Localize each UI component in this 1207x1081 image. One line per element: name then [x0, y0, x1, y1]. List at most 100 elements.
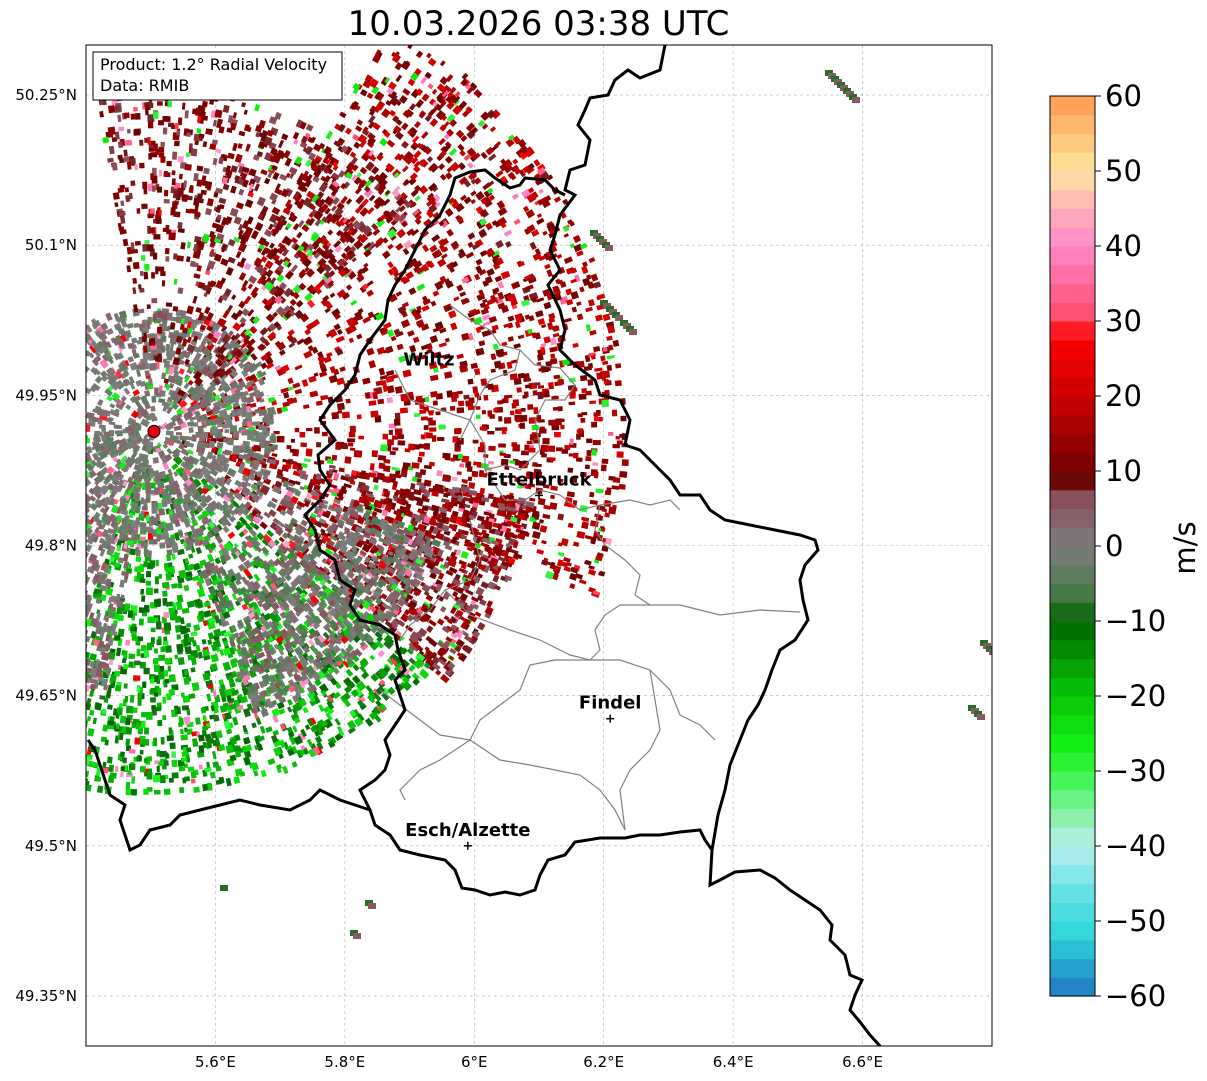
velocity-echo-cell — [458, 401, 465, 407]
velocity-echo-cell — [427, 156, 433, 162]
velocity-echo-cell — [84, 685, 90, 692]
velocity-echo-cell — [440, 60, 446, 66]
velocity-echo-cell — [43, 602, 52, 611]
velocity-echo-cell — [570, 279, 577, 284]
velocity-echo-cell — [232, 717, 238, 726]
velocity-echo-cell — [550, 353, 555, 358]
velocity-echo-cell — [147, 617, 154, 623]
velocity-echo-cell — [541, 324, 546, 328]
velocity-echo-cell — [178, 657, 185, 665]
velocity-echo-cell — [174, 655, 178, 660]
velocity-echo-cell — [602, 459, 609, 464]
velocity-echo-cell — [194, 599, 202, 608]
velocity-echo-cell — [126, 739, 130, 746]
velocity-echo-cell — [50, 744, 56, 752]
velocity-echo-cell — [539, 519, 544, 523]
velocity-echo-cell — [158, 655, 165, 661]
velocity-echo-cell — [40, 737, 47, 743]
velocity-echo-cell — [350, 480, 356, 485]
velocity-echo-cell — [157, 639, 162, 645]
velocity-echo-cell — [134, 738, 140, 745]
velocity-echo-cell — [140, 589, 144, 595]
velocity-echo-cell — [277, 436, 285, 443]
velocity-echo-cell — [459, 291, 466, 297]
velocity-echo-cell — [573, 235, 581, 243]
velocity-echo-cell — [567, 491, 575, 497]
velocity-echo-cell — [454, 443, 460, 448]
velocity-echo-cell — [416, 51, 423, 59]
velocity-echo-cell — [147, 772, 153, 779]
velocity-echo-cell — [453, 437, 457, 443]
velocity-echo-cell — [81, 679, 86, 684]
velocity-echo-cell — [387, 687, 395, 695]
velocity-echo-cell — [48, 760, 53, 767]
velocity-echo-cell — [304, 458, 311, 462]
velocity-echo-cell — [486, 268, 495, 276]
velocity-echo-cell — [72, 500, 80, 508]
velocity-echo-cell — [167, 735, 174, 741]
velocity-echo-cell — [555, 418, 562, 425]
velocity-echo-cell — [347, 438, 355, 442]
velocity-echo-cell — [38, 753, 45, 761]
velocity-echo-cell — [207, 554, 214, 563]
velocity-echo-cell — [532, 531, 541, 539]
velocity-echo-cell — [292, 382, 300, 388]
velocity-echo-cell — [401, 319, 410, 328]
velocity-echo-cell — [14, 634, 21, 642]
velocity-echo-cell — [107, 704, 113, 709]
velocity-echo-cell — [124, 683, 128, 688]
velocity-echo-cell — [55, 720, 63, 729]
velocity-echo-cell — [594, 412, 601, 416]
velocity-echo-cell — [178, 716, 182, 723]
velocity-echo-cell — [459, 616, 466, 622]
velocity-echo-cell — [585, 465, 590, 470]
velocity-echo-cell — [607, 365, 613, 371]
velocity-echo-cell — [251, 722, 257, 728]
velocity-echo-cell — [488, 446, 495, 451]
velocity-echo-cell — [430, 391, 438, 398]
velocity-echo-cell — [306, 451, 313, 457]
velocity-echo-cell — [68, 668, 76, 676]
velocity-echo-cell — [330, 293, 336, 298]
velocity-echo-cell — [143, 561, 148, 567]
velocity-echo-cell — [95, 703, 102, 711]
velocity-echo-cell — [73, 747, 78, 753]
velocity-echo-cell — [477, 515, 485, 521]
velocity-echo-cell — [140, 721, 145, 728]
velocity-echo-cell — [121, 766, 125, 771]
velocity-echo-cell — [150, 679, 154, 684]
velocity-echo-cell — [445, 156, 453, 164]
velocity-echo-cell — [419, 444, 425, 449]
velocity-echo-cell — [463, 479, 468, 484]
velocity-echo-cell — [387, 329, 395, 337]
velocity-echo-cell — [43, 751, 50, 758]
velocity-echo-cell — [244, 757, 251, 766]
velocity-echo-cell — [608, 476, 615, 481]
velocity-echo-cell — [422, 244, 429, 252]
velocity-echo-cell — [164, 789, 171, 795]
velocity-echo-cell — [26, 602, 32, 609]
velocity-echo-cell — [591, 422, 597, 428]
velocity-echo-cell — [439, 424, 446, 429]
velocity-echo-cell — [305, 724, 311, 730]
velocity-echo-cell — [421, 416, 428, 420]
velocity-echo-cell — [164, 623, 171, 631]
velocity-echo-cell — [71, 667, 77, 674]
velocity-echo-cell — [407, 330, 415, 337]
velocity-echo-cell — [292, 761, 298, 767]
velocity-echo-cell — [56, 773, 63, 780]
velocity-echo-cell — [50, 614, 57, 621]
velocity-echo-cell — [38, 730, 47, 740]
velocity-echo-cell — [303, 404, 309, 409]
velocity-echo-cell — [593, 346, 600, 352]
velocity-echo-cell — [52, 761, 57, 768]
velocity-echo-cell — [387, 140, 395, 148]
velocity-echo-cell — [516, 387, 521, 393]
velocity-echo-cell — [394, 419, 401, 426]
velocity-echo-cell — [356, 172, 361, 177]
velocity-echo-cell — [395, 62, 403, 70]
velocity-echo-cell — [24, 598, 31, 606]
velocity-echo-cell — [138, 699, 142, 706]
velocity-echo-cell — [337, 403, 345, 411]
velocity-echo-cell — [520, 423, 525, 429]
